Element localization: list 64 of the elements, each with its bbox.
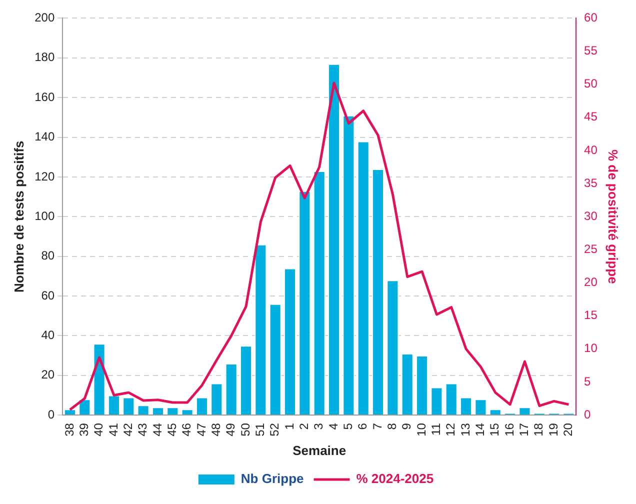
x-tick-label: 45	[164, 422, 179, 436]
y2-tick-label: 5	[584, 374, 592, 388]
x-tick-label: 2	[296, 422, 311, 430]
y2-axis-title: % de positivité grippe	[606, 149, 621, 284]
y2-tick-label: 25	[584, 242, 598, 256]
y2-tick-label: 20	[584, 275, 598, 290]
x-tick-label: 9	[400, 422, 414, 430]
y-tick-label: 180	[34, 50, 55, 64]
x-tick-label: 6	[356, 422, 370, 430]
x-tick-label: 51	[252, 422, 267, 436]
x-tick-label: 5	[340, 422, 355, 430]
y2-tick-label: 45	[584, 110, 598, 124]
x-tick-label: 47	[194, 422, 208, 436]
x-tick-label: 7	[370, 422, 384, 430]
x-tick-label: 4	[326, 422, 340, 430]
y-tick-label: 0	[48, 407, 55, 422]
y-axis-title: Nombre de tests positifs	[11, 140, 26, 292]
x-tick-label: 50	[238, 422, 252, 436]
x-tick-label: 20	[561, 422, 576, 436]
x-tick-label: 39	[76, 422, 91, 436]
y-tick-label: 200	[34, 10, 55, 25]
y-tick-label: 20	[41, 368, 55, 382]
x-tick-label: 3	[312, 422, 326, 430]
y2-tick-label: 15	[584, 308, 598, 322]
x-tick-label: 14	[473, 422, 488, 436]
x-tick-label: 44	[150, 422, 164, 436]
x-tick-label: 48	[208, 422, 223, 436]
x-tick-label: 10	[414, 422, 428, 436]
x-tick-label: 11	[429, 422, 444, 436]
y-tick-label: 60	[41, 288, 55, 302]
y-tick-label: 120	[34, 169, 55, 184]
y-tick-label: 80	[41, 248, 55, 263]
x-tick-label: 12	[444, 422, 458, 436]
x-tick-label: 49	[224, 422, 238, 436]
y-tick-label: 100	[34, 208, 55, 223]
y2-tick-label: 50	[584, 76, 598, 91]
x-tick-label: 40	[92, 422, 106, 436]
x-tick-label: 42	[120, 422, 135, 436]
y-tick-label: 40	[41, 328, 55, 342]
y2-tick-label: 55	[584, 44, 598, 58]
y2-tick-label: 10	[584, 341, 598, 356]
y2-tick-label: 35	[584, 176, 598, 190]
y2-tick-label: 40	[584, 142, 598, 157]
x-tick-label: 18	[532, 422, 546, 436]
legend-label: Nb Grippe	[240, 471, 304, 486]
x-tick-label: 17	[517, 422, 532, 436]
y2-tick-label: 60	[584, 10, 598, 25]
x-tick-label: 1	[282, 422, 296, 430]
x-tick-label: 52	[268, 422, 282, 436]
y-tick-label: 140	[34, 130, 55, 144]
x-tick-label: 13	[458, 422, 472, 436]
x-tick-label: 38	[62, 422, 76, 436]
x-tick-label: 16	[502, 422, 516, 436]
x-tick-label: 43	[136, 422, 150, 436]
y2-tick-label: 30	[584, 208, 598, 223]
x-axis-title: Semaine	[292, 442, 346, 458]
y-tick-label: 160	[34, 90, 55, 104]
legend-label: % 2024-2025	[356, 471, 434, 486]
x-tick-label: 15	[488, 422, 502, 436]
x-tick-label: 8	[384, 422, 399, 430]
x-tick-label: 46	[180, 422, 194, 436]
y2-tick-label: 0	[584, 407, 592, 422]
x-tick-label: 19	[546, 422, 560, 436]
x-tick-label: 41	[106, 422, 120, 436]
